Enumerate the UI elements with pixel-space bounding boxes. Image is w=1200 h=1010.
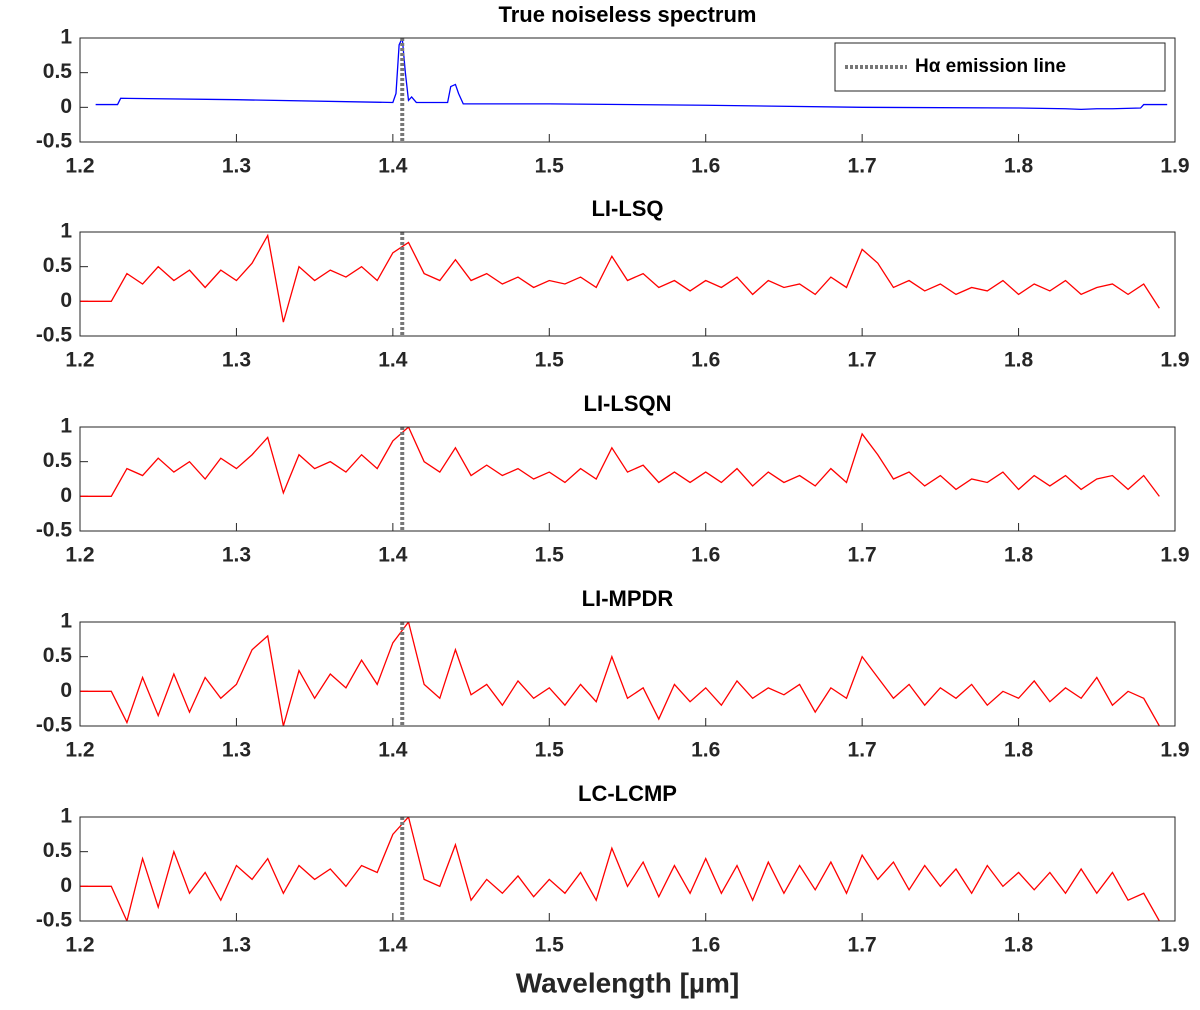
axes-box <box>79 621 1176 727</box>
x-tick-label: 1.8 <box>1004 934 1034 957</box>
x-tick-label: 1.3 <box>222 544 251 567</box>
y-tick-label: 0 <box>60 679 72 702</box>
x-tick-label: 1.4 <box>378 739 408 762</box>
chart-title: LI-LSQN <box>584 391 672 416</box>
x-tick-label: 1.7 <box>848 739 877 762</box>
x-tick-label: 1.2 <box>65 544 94 567</box>
y-tick-label: 0 <box>60 95 72 118</box>
y-tick-label: -0.5 <box>36 130 73 153</box>
plot-area <box>80 427 1160 531</box>
x-tick-label: 1.4 <box>378 544 408 567</box>
x-tick-label: 1.5 <box>535 544 565 567</box>
y-tick-label: 1 <box>60 26 72 49</box>
x-tick-label: 1.2 <box>65 155 94 178</box>
x-tick-label: 1.9 <box>1160 739 1189 762</box>
spectrum-line <box>80 233 1160 323</box>
x-tick-label: 1.5 <box>535 739 565 762</box>
spectrum-line <box>80 817 1160 921</box>
x-tick-label: 1.9 <box>1160 544 1189 567</box>
y-tick-label: 0.5 <box>43 449 73 472</box>
chart-title: LI-MPDR <box>582 586 674 611</box>
x-tick-label: 1.7 <box>848 934 877 957</box>
plot-area <box>95 38 1168 142</box>
y-tick-label: 0.5 <box>43 60 73 83</box>
spectrum-line <box>95 38 1168 111</box>
axes-box <box>79 816 1176 922</box>
y-tick-label: 0 <box>60 484 72 507</box>
y-tick-label: 0 <box>60 874 72 897</box>
x-tick-label: 1.4 <box>378 155 408 178</box>
x-tick-label: 1.2 <box>65 349 94 372</box>
chart-title: LI-LSQ <box>591 196 663 221</box>
x-tick-label: 1.8 <box>1004 739 1034 762</box>
axes-box <box>79 37 1176 143</box>
x-tick-label: 1.9 <box>1160 155 1189 178</box>
x-tick-label: 1.7 <box>848 349 877 372</box>
y-tick-label: 0.5 <box>43 839 73 862</box>
y-tick-label: -0.5 <box>36 714 73 737</box>
y-tick-label: 0 <box>60 289 72 312</box>
y-tick-label: -0.5 <box>36 519 73 542</box>
x-tick-label: 1.5 <box>535 934 565 957</box>
x-tick-label: 1.6 <box>691 934 720 957</box>
x-tick-label: 1.8 <box>1004 544 1034 567</box>
x-tick-label: 1.6 <box>691 544 720 567</box>
x-tick-label: 1.7 <box>848 544 877 567</box>
plot-area <box>80 817 1160 921</box>
spectrum-line <box>80 427 1160 497</box>
x-tick-label: 1.9 <box>1160 349 1189 372</box>
spectrum-line <box>80 622 1160 726</box>
x-tick-label: 1.6 <box>691 155 720 178</box>
axes-box <box>79 231 1176 337</box>
x-tick-label: 1.8 <box>1004 155 1034 178</box>
y-tick-label: 0.5 <box>43 254 73 277</box>
x-tick-label: 1.3 <box>222 934 251 957</box>
x-tick-label: 1.4 <box>378 934 408 957</box>
x-tick-label: 1.2 <box>65 934 94 957</box>
x-axis-label: Wavelength [µm] <box>516 967 740 998</box>
y-tick-label: 1 <box>60 805 72 828</box>
y-tick-label: 1 <box>60 415 72 438</box>
x-tick-label: 1.6 <box>691 739 720 762</box>
y-tick-label: -0.5 <box>36 909 73 932</box>
chart-title: True noiseless spectrum <box>499 2 757 27</box>
y-tick-label: -0.5 <box>36 324 73 347</box>
y-tick-label: 0.5 <box>43 644 73 667</box>
x-tick-label: 1.5 <box>535 349 565 372</box>
x-tick-label: 1.3 <box>222 739 251 762</box>
y-tick-label: 1 <box>60 610 72 633</box>
x-tick-label: 1.6 <box>691 349 720 372</box>
x-tick-label: 1.4 <box>378 349 408 372</box>
x-tick-label: 1.7 <box>848 155 877 178</box>
x-tick-label: 1.8 <box>1004 349 1034 372</box>
plot-area <box>80 622 1160 726</box>
axes-box <box>79 426 1176 532</box>
chart-title: LC-LCMP <box>578 781 677 806</box>
x-tick-label: 1.3 <box>222 349 251 372</box>
legend-label: Hα emission line <box>915 56 1066 77</box>
x-tick-label: 1.3 <box>222 155 251 178</box>
plot-area <box>80 232 1160 336</box>
x-tick-label: 1.2 <box>65 739 94 762</box>
x-tick-label: 1.5 <box>535 155 565 178</box>
y-tick-label: 1 <box>60 220 72 243</box>
x-tick-label: 1.9 <box>1160 934 1189 957</box>
